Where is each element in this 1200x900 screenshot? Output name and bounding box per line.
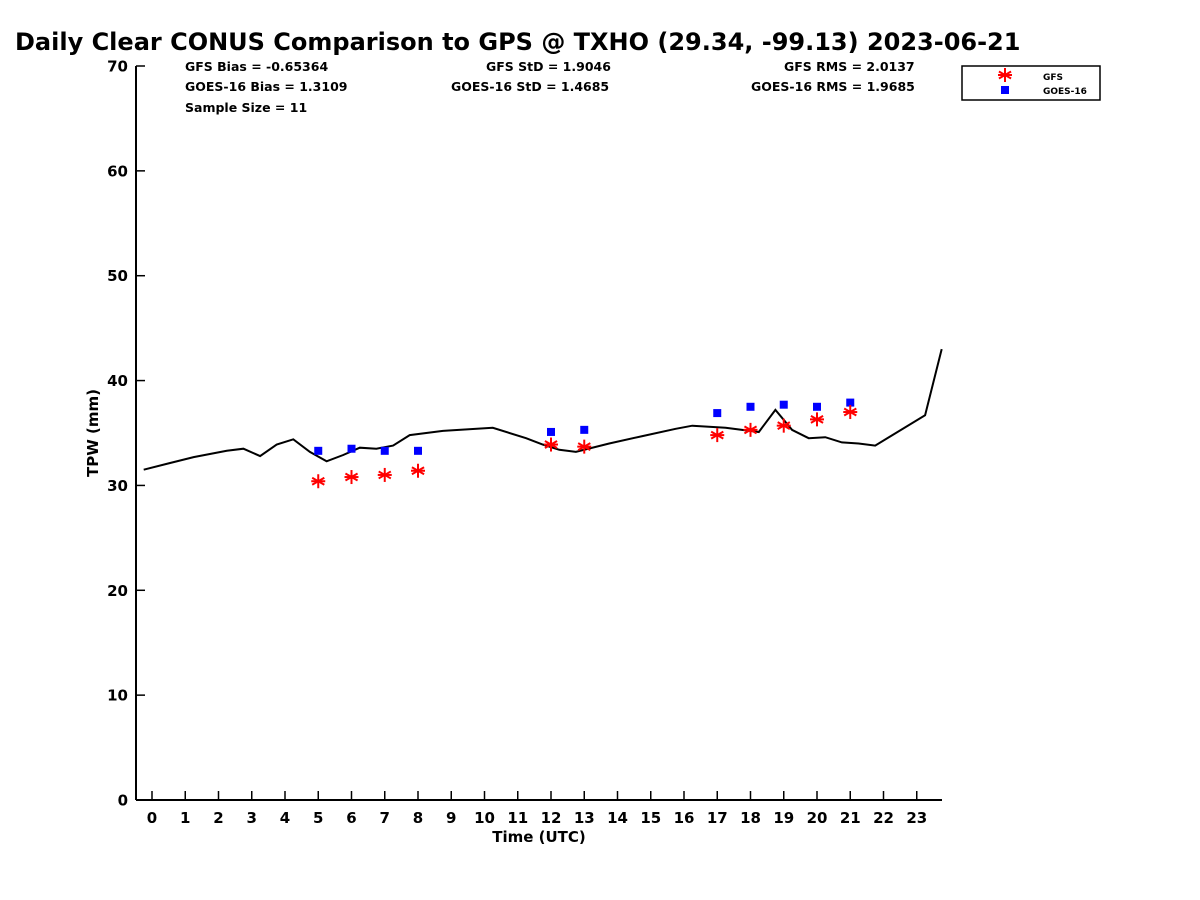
x-tick-label: 23 xyxy=(906,809,927,827)
y-tick-label: 40 xyxy=(107,372,128,390)
goes-point xyxy=(846,398,855,407)
goes-point xyxy=(314,446,323,455)
x-tick-label: 13 xyxy=(574,809,595,827)
gfs-point xyxy=(843,405,858,420)
legend-box xyxy=(961,65,1101,101)
x-tick-label: 22 xyxy=(873,809,894,827)
x-tick-label: 7 xyxy=(380,809,390,827)
x-tick-label: 10 xyxy=(474,809,495,827)
goes-point xyxy=(746,402,755,411)
goes-std-text: GOES-16 StD = 1.4685 xyxy=(451,79,610,94)
x-tick-label: 5 xyxy=(313,809,323,827)
series-layer xyxy=(143,348,943,489)
gfs-point xyxy=(710,428,725,443)
x-tick-label: 21 xyxy=(840,809,861,827)
x-tick-label: 15 xyxy=(640,809,661,827)
x-tick-label: 18 xyxy=(740,809,761,827)
axes xyxy=(135,66,942,801)
gfs-point xyxy=(344,470,359,485)
y-tick-label: 50 xyxy=(107,267,128,285)
gfs-std-text: GFS StD = 1.9046 xyxy=(486,59,611,74)
gfs-point xyxy=(810,412,824,427)
gfs-point xyxy=(776,418,791,433)
y-tick-label: 60 xyxy=(107,162,128,180)
x-tick-label: 17 xyxy=(707,809,728,827)
x-tick-label: 16 xyxy=(674,809,695,827)
x-tick-label: 2 xyxy=(213,809,223,827)
goes-point xyxy=(713,409,722,418)
x-tick-label: 8 xyxy=(413,809,423,827)
gfs-point xyxy=(577,439,592,454)
y-ticks: 0 10 20 30 40 50 60 70 xyxy=(107,58,145,810)
goes-point xyxy=(779,400,788,409)
goes-point xyxy=(414,446,422,455)
x-tick-label: 4 xyxy=(280,809,290,827)
x-tick-label: 6 xyxy=(346,809,356,827)
x-tick-label: 19 xyxy=(773,809,794,827)
y-tick-label: 30 xyxy=(107,477,128,495)
chart-title: Daily Clear CONUS Comparison to GPS @ TX… xyxy=(15,28,1021,56)
gfs-point xyxy=(743,422,758,437)
gfs-point xyxy=(411,463,425,478)
legend-goes-marker xyxy=(1001,86,1009,94)
gfs-point xyxy=(311,474,326,489)
x-tick-label: 12 xyxy=(541,809,562,827)
goes-point xyxy=(547,427,555,436)
y-tick-label: 70 xyxy=(107,58,128,76)
y-tick-label: 10 xyxy=(107,687,128,705)
goes-rms-text: GOES-16 RMS = 1.9685 xyxy=(751,79,915,94)
gfs-point xyxy=(377,467,392,482)
gfs-bias-text: GFS Bias = -0.65364 xyxy=(185,59,329,74)
gfs-point xyxy=(544,437,558,452)
x-tick-label: 0 xyxy=(147,809,157,827)
legend-gfs-marker xyxy=(998,68,1012,82)
x-tick-label: 9 xyxy=(446,809,456,827)
y-tick-label: 0 xyxy=(118,792,128,810)
goes-point xyxy=(580,425,589,434)
legend-gfs-label: GFS xyxy=(1043,73,1063,83)
x-axis-label: Time (UTC) xyxy=(492,828,586,846)
gps-line xyxy=(143,348,943,471)
x-tick-label: 1 xyxy=(180,809,190,827)
y-tick-label: 20 xyxy=(107,582,128,600)
goes-bias-text: GOES-16 Bias = 1.3109 xyxy=(185,79,348,94)
x-ticks: 0 1 2 3 4 5 6 7 8 9 10 11 12 13 14 15 16 17 18 19 20 21 22 23 xyxy=(147,791,927,827)
x-tick-label: 11 xyxy=(507,809,528,827)
x-tick-label: 14 xyxy=(607,809,628,827)
legend: GFS GOES-16 xyxy=(961,65,1101,101)
legend-goes-label: GOES-16 xyxy=(1043,87,1087,97)
sample-size-text: Sample Size = 11 xyxy=(185,100,308,115)
x-tick-label: 3 xyxy=(247,809,257,827)
goes-point xyxy=(347,444,356,453)
goes-point xyxy=(380,446,389,455)
gfs-rms-text: GFS RMS = 2.0137 xyxy=(784,59,915,74)
x-tick-label: 20 xyxy=(807,809,828,827)
y-axis-label: TPW (mm) xyxy=(84,389,102,477)
goes-point xyxy=(813,402,821,411)
legend-gfs-asterisk xyxy=(998,68,1012,82)
